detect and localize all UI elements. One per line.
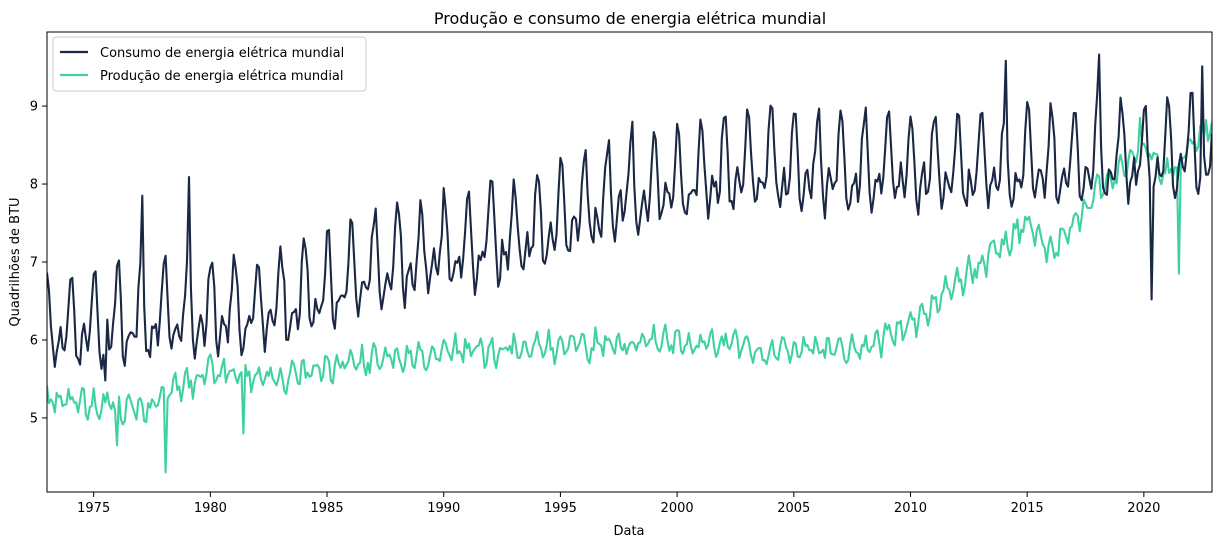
x-tick-label: 1980 xyxy=(194,501,227,516)
y-tick-label: 6 xyxy=(30,333,38,348)
legend-box xyxy=(52,36,367,92)
x-tick-label: 1995 xyxy=(544,501,577,516)
legend-label-producao: Produção de energia elétrica mundial xyxy=(100,69,344,84)
y-axis: 5 6 7 8 9 xyxy=(30,100,47,426)
x-tick-label: 1985 xyxy=(311,501,344,516)
y-tick-label: 9 xyxy=(30,100,38,115)
y-tick-label: 5 xyxy=(30,411,38,426)
y-tick-label: 8 xyxy=(30,178,38,193)
x-tick-label: 2000 xyxy=(661,501,694,516)
legend-label-consumo: Consumo de energia elétrica mundial xyxy=(100,46,344,61)
x-tick-label: 2010 xyxy=(894,501,927,516)
y-tick-label: 7 xyxy=(30,256,38,271)
x-tick-label: 2015 xyxy=(1011,501,1044,516)
plot-area xyxy=(46,31,1213,493)
x-tick-label: 2005 xyxy=(777,501,810,516)
series-line-consumo xyxy=(47,53,1212,382)
legend: Consumo de energia elétrica mundial Prod… xyxy=(52,36,367,92)
plot-frame xyxy=(46,31,1213,493)
x-axis-label: Data xyxy=(613,524,644,539)
x-tick-label: 1975 xyxy=(77,501,110,516)
y-axis-label: Quadrilhões de BTU xyxy=(8,197,23,326)
x-tick-label: 1990 xyxy=(427,501,460,516)
chart-title: Produção e consumo de energia elétrica m… xyxy=(434,9,826,28)
series-line-producao xyxy=(47,116,1212,474)
x-tick-label: 2020 xyxy=(1127,501,1160,516)
x-axis: 1975 1980 1985 1990 1995 2000 2005 2010 2015 2020 xyxy=(77,492,1160,516)
